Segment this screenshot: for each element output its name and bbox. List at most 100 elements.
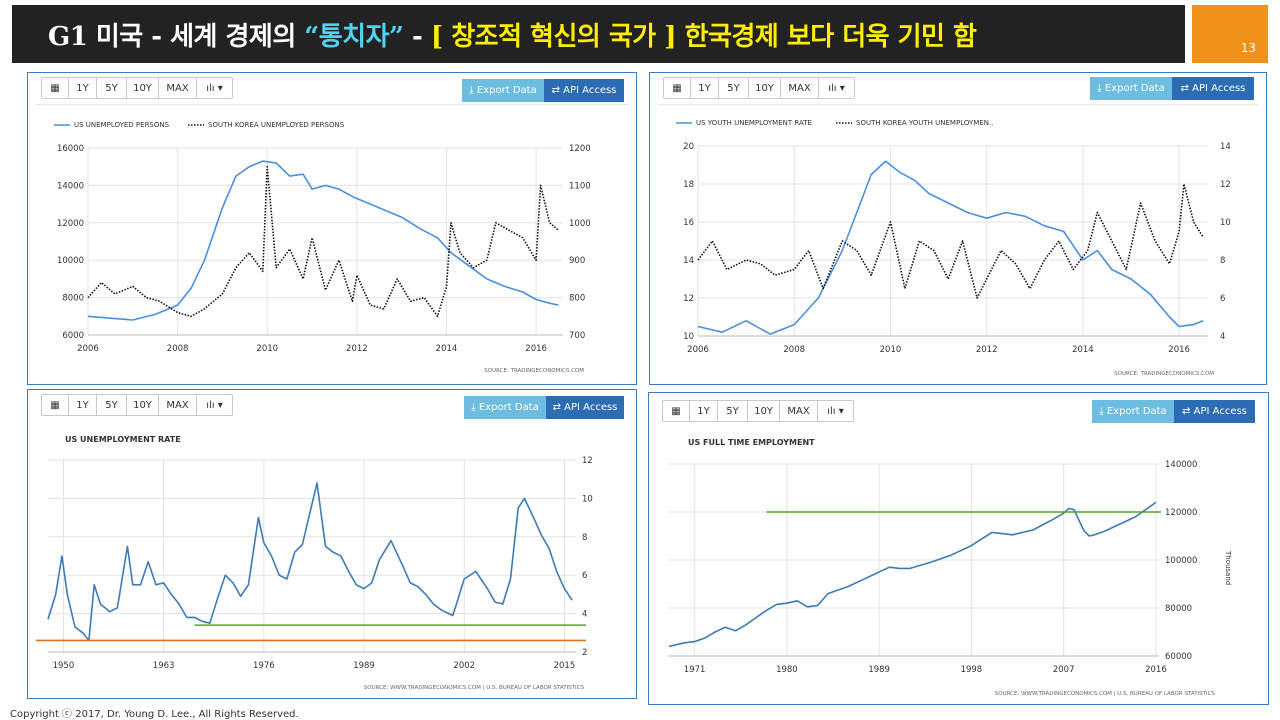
y-tick-label: 4 <box>582 610 587 620</box>
legend-label-us: US UNEMPLOYED PERSONS <box>74 121 170 129</box>
y-tick-label-right: 6 <box>1220 294 1225 304</box>
chart-svg-us-korea-unemployed: US UNEMPLOYED PERSONS SOUTH KOREA UNEMPL… <box>54 121 591 374</box>
chart-panel-us-full-time-employment: ▦ 1Y 5Y 10Y MAX ılı ▾ ⤓ Export Data ⇄ AP… <box>648 392 1269 705</box>
series-line-1 <box>668 501 1157 648</box>
api-access-button[interactable]: ⇄ API Access <box>544 79 624 102</box>
range-1y-button[interactable]: 1Y <box>690 400 718 422</box>
calendar-button[interactable]: ▦ <box>41 394 69 416</box>
range-5y-button[interactable]: 5Y <box>719 77 749 99</box>
api-access-label: API Access <box>1192 83 1246 94</box>
legend-label-korea: SOUTH KOREA UNEMPLOYED PERSONS <box>208 121 345 129</box>
range-1y-button[interactable]: 1Y <box>69 394 97 416</box>
x-tick-label: 2006 <box>687 345 709 355</box>
y-tick-label-left: 16000 <box>57 144 84 154</box>
right-axis-label: Thousand <box>1224 550 1232 585</box>
y-tick-label-left: 8000 <box>62 294 84 304</box>
export-data-button[interactable]: ⤓ Export Data <box>1092 400 1174 423</box>
range-5y-button[interactable]: 5Y <box>97 77 127 99</box>
export-data-button[interactable]: ⤓ Export Data <box>1090 77 1172 100</box>
title-quote: “통치자” <box>304 21 404 52</box>
x-tick-label: 2008 <box>167 344 189 354</box>
y-tick-label: 80000 <box>1165 604 1192 614</box>
y-tick-label: 6 <box>582 571 587 581</box>
range-10y-button[interactable]: 10Y <box>749 77 781 99</box>
page-number: 13 <box>1240 41 1256 55</box>
x-tick-label: 2007 <box>1053 665 1075 675</box>
title-part-2: - <box>403 21 431 52</box>
copyright-footer: Copyright ⓒ 2017, Dr. Young D. Lee., All… <box>10 709 299 720</box>
x-tick-label: 2006 <box>77 344 99 354</box>
api-access-button[interactable]: ⇄ API Access <box>546 396 624 419</box>
api-access-label: API Access <box>563 85 617 96</box>
export-data-button[interactable]: ⤓ Export Data <box>462 79 544 102</box>
range-toolbar: ▦ 1Y 5Y 10Y MAX ılı ▾ <box>41 77 233 99</box>
x-tick-label: 2002 <box>453 661 475 671</box>
range-toolbar: ▦ 1Y 5Y 10Y MAX ılı ▾ <box>662 400 854 422</box>
y-tick-label-right: 8 <box>1220 256 1225 266</box>
calendar-icon: ▦ <box>672 82 682 94</box>
toolbar-divider <box>36 104 628 105</box>
range-5y-button[interactable]: 5Y <box>718 400 748 422</box>
title-part-3: [ 창조적 혁신의 국가 ] 한국경제 보다 더욱 기민 함 <box>430 21 977 52</box>
bar-chart-icon: ılı ▾ <box>827 405 844 417</box>
y-tick-label-left: 16 <box>683 218 694 228</box>
calendar-icon: ▦ <box>671 405 681 417</box>
series-line-2 <box>87 165 560 318</box>
calendar-button[interactable]: ▦ <box>662 400 690 422</box>
y-tick-label-right: 1000 <box>569 219 591 229</box>
title-part-1: G1 미국 - 세계 경제의 <box>48 21 305 52</box>
range-max-button[interactable]: MAX <box>780 400 818 422</box>
range-max-button[interactable]: MAX <box>159 77 197 99</box>
x-tick-label: 1989 <box>868 665 890 675</box>
y-tick-label-left: 14 <box>683 256 694 266</box>
calendar-button[interactable]: ▦ <box>663 77 691 99</box>
api-access-button[interactable]: ⇄ API Access <box>1172 77 1254 100</box>
x-tick-label: 2010 <box>256 344 278 354</box>
range-max-button[interactable]: MAX <box>159 394 197 416</box>
range-max-button[interactable]: MAX <box>781 77 819 99</box>
swap-icon: ⇄ <box>552 402 565 413</box>
bar-chart-icon: ılı ▾ <box>206 82 223 94</box>
range-5y-button[interactable]: 5Y <box>97 394 127 416</box>
swap-icon: ⇄ <box>1182 406 1194 417</box>
y-tick-label-right: 1200 <box>569 144 591 154</box>
range-1y-button[interactable]: 1Y <box>691 77 719 99</box>
swap-icon: ⇄ <box>551 85 564 96</box>
series-line-1 <box>697 160 1204 335</box>
series-line-1 <box>87 160 559 321</box>
range-10y-button[interactable]: 10Y <box>127 77 159 99</box>
y-tick-label: 2 <box>582 648 587 658</box>
series-line-1 <box>47 482 573 642</box>
slide-title-bar: G1 미국 - 세계 경제의 “통치자” - [ 창조적 혁신의 국가 ] 한국… <box>12 5 1185 63</box>
range-1y-button[interactable]: 1Y <box>69 77 97 99</box>
range-10y-button[interactable]: 10Y <box>127 394 159 416</box>
y-tick-label: 60000 <box>1165 652 1192 662</box>
y-tick-label-left: 6000 <box>62 331 84 341</box>
x-tick-label: 1963 <box>153 661 175 671</box>
toolbar-divider <box>658 104 1258 105</box>
chart-type-button[interactable]: ılı ▾ <box>818 400 854 422</box>
range-10y-button[interactable]: 10Y <box>748 400 780 422</box>
y-tick-label-right: 12 <box>1220 180 1231 190</box>
download-icon: ⤓ <box>1097 83 1105 94</box>
y-tick-label: 100000 <box>1165 556 1197 566</box>
download-icon: ⤓ <box>471 402 479 413</box>
api-access-button[interactable]: ⇄ API Access <box>1174 400 1255 423</box>
chart-type-button[interactable]: ılı ▾ <box>197 394 233 416</box>
y-tick-label: 8 <box>582 533 587 543</box>
chart-source: SOURCE: TRADINGECONOMICS.COM <box>484 368 584 374</box>
chart-title: US FULL TIME EMPLOYMENT <box>688 438 815 447</box>
x-tick-label: 1950 <box>53 661 75 671</box>
export-data-button[interactable]: ⤓ Export Data <box>464 396 546 419</box>
chart-source: SOURCE: WWW.TRADINGECONOMICS.COM | U.S. … <box>364 685 585 691</box>
calendar-button[interactable]: ▦ <box>41 77 69 99</box>
y-tick-label-right: 14 <box>1220 142 1231 152</box>
y-tick-label: 12 <box>582 456 593 466</box>
y-tick-label-right: 10 <box>1220 218 1231 228</box>
x-tick-label: 2012 <box>976 345 998 355</box>
x-tick-label: 2016 <box>1168 345 1190 355</box>
export-data-label: Export Data <box>1104 83 1165 94</box>
chart-type-button[interactable]: ılı ▾ <box>819 77 855 99</box>
y-tick-label-left: 20 <box>683 142 694 152</box>
chart-type-button[interactable]: ılı ▾ <box>197 77 233 99</box>
